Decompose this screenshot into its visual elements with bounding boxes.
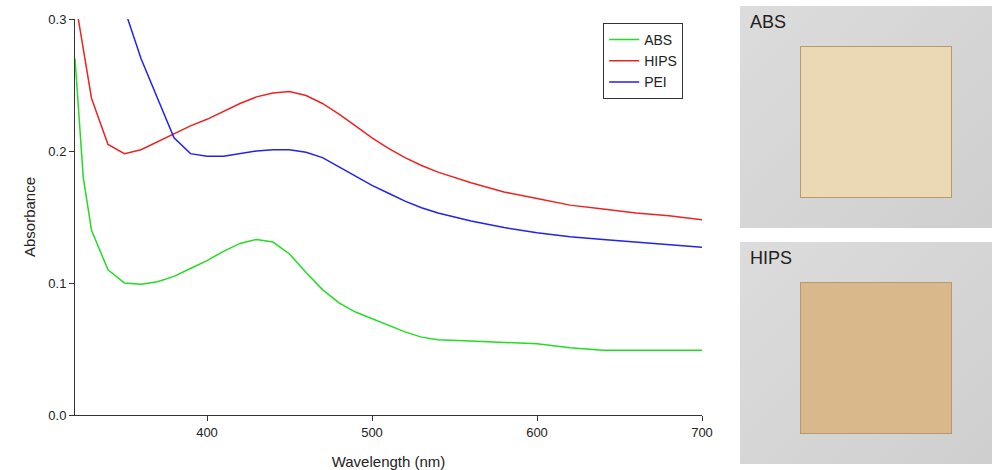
svg-text:0.2: 0.2: [48, 144, 66, 159]
svg-text:0.1: 0.1: [48, 276, 66, 291]
svg-text:ABS: ABS: [644, 32, 672, 48]
html-text:ABS: ABS: [750, 12, 786, 32]
svg-text:HIPS: HIPS: [644, 53, 677, 69]
svg-text:Absorbance: Absorbance: [21, 177, 38, 257]
svg-text:PEI: PEI: [644, 74, 667, 90]
svg-text:0.3: 0.3: [48, 12, 66, 27]
svg-text:Wavelength (nm): Wavelength (nm): [332, 453, 446, 470]
svg-text:500: 500: [361, 425, 383, 440]
html-text:HIPS: HIPS: [750, 248, 792, 268]
svg-text:600: 600: [526, 425, 548, 440]
svg-text:400: 400: [196, 425, 218, 440]
svg-text:0.0: 0.0: [48, 408, 66, 423]
svg-text:700: 700: [691, 425, 713, 440]
